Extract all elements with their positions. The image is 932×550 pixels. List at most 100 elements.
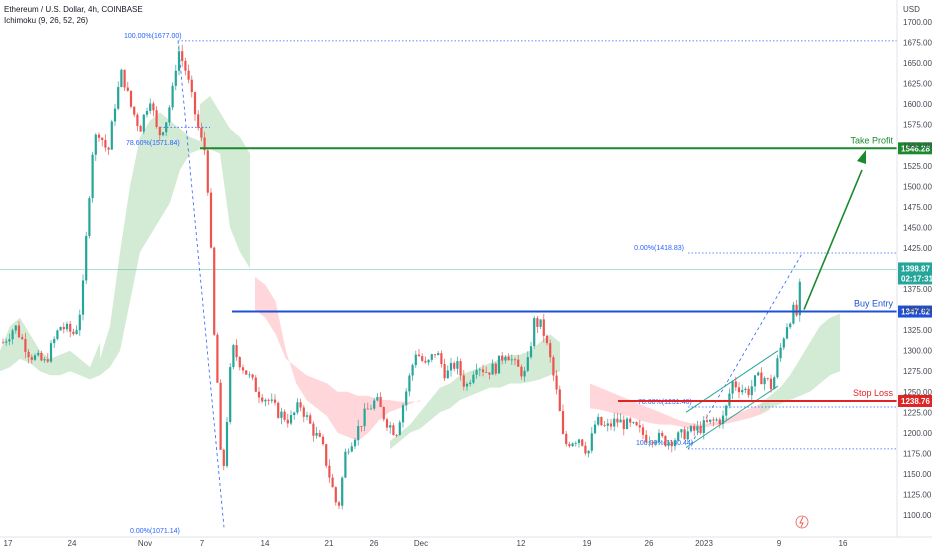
candle [478, 367, 481, 377]
candle [664, 435, 667, 447]
svg-text:1347.62: 1347.62 [901, 308, 930, 317]
candle [133, 106, 136, 118]
candle [85, 231, 88, 285]
candle [296, 398, 299, 415]
candle [168, 104, 171, 126]
candle [709, 419, 712, 425]
candle [376, 393, 379, 402]
candle [187, 64, 190, 84]
symbol-title[interactable]: Ethereum / U.S. Dollar, 4h, COINBASE [4, 5, 143, 14]
candle [49, 340, 53, 364]
candle [491, 359, 494, 375]
candle [357, 419, 360, 446]
candle [177, 45, 181, 76]
candle [747, 385, 750, 398]
candle [475, 363, 478, 379]
candle [696, 420, 699, 436]
price-tick-label: 1675.00 [903, 39, 932, 48]
candle [472, 371, 475, 385]
candle [33, 353, 37, 361]
candle [113, 104, 117, 127]
channel-lower [685, 385, 779, 449]
time-tick-label: 26 [645, 539, 654, 548]
candle [149, 98, 152, 114]
candle [568, 441, 571, 448]
candle [91, 152, 94, 203]
candle [654, 439, 657, 447]
candle [619, 413, 622, 423]
candle [629, 416, 632, 427]
svg-text:02:17:31: 02:17:31 [901, 274, 932, 283]
candle [453, 361, 456, 372]
cloud-segment-0 [0, 317, 100, 380]
fib-label-0: 100.00%(1677.00) [124, 33, 182, 40]
candle [171, 82, 174, 111]
lightning-icon [795, 515, 809, 529]
candle [689, 424, 693, 433]
candle [53, 336, 56, 349]
candle [555, 370, 558, 395]
candle [433, 354, 437, 359]
candle [616, 412, 619, 428]
candle [395, 434, 398, 438]
price-tick-label: 1700.00 [903, 18, 932, 27]
level-label-take-profit: Take Profit [850, 135, 893, 145]
cloud-segment-5 [590, 383, 770, 429]
candle [782, 336, 785, 351]
candle [1, 338, 5, 344]
price-tick-label: 1300.00 [903, 347, 932, 356]
candle [430, 353, 433, 363]
candle [5, 338, 8, 346]
candle [347, 448, 350, 455]
candle [449, 357, 453, 377]
svg-text:1398.87: 1398.87 [901, 264, 930, 273]
price-tick-label: 1425.00 [903, 244, 932, 253]
candle [744, 387, 747, 393]
candlesticks [1, 44, 801, 510]
price-tick-label: 1500.00 [903, 182, 932, 191]
candle [725, 404, 728, 422]
candle [542, 313, 545, 343]
candle [766, 377, 769, 381]
candle [597, 413, 600, 427]
indicator-title[interactable]: Ichimoku (9, 26, 52, 26) [4, 16, 89, 25]
cloud-segment-1 [100, 112, 200, 376]
price-axis[interactable]: USD 1100.00 1125.00 1150.00 1175.00 1200.00 12… [896, 0, 932, 537]
take-profit-arrowhead [857, 150, 866, 164]
candle [353, 437, 357, 450]
chart-legend: Ethereum / U.S. Dollar, 4h, COINBASE Ich… [4, 4, 143, 26]
candle [283, 409, 286, 422]
candle [369, 404, 373, 410]
candle [734, 376, 737, 391]
candle [88, 196, 91, 239]
price-tick-label: 1200.00 [903, 429, 932, 438]
time-axis[interactable]: 17 24 Nov 7 14 21 26 Dec 12 19 26 2023 9 16 [0, 536, 932, 548]
candle [139, 124, 142, 132]
candle [59, 326, 62, 331]
candle [667, 439, 670, 450]
cloud-segment-6 [760, 313, 840, 413]
candle [101, 137, 104, 147]
currency-label: USD [903, 5, 920, 14]
candle [328, 459, 331, 483]
candle [11, 328, 14, 345]
candle [213, 246, 216, 337]
candle [645, 430, 648, 444]
price-tick-label: 1475.00 [903, 203, 932, 212]
candle [405, 388, 408, 412]
take-profit-arrow [803, 169, 863, 310]
candle [648, 436, 651, 447]
candle [366, 402, 369, 410]
candle [145, 107, 149, 118]
candle [43, 356, 46, 363]
candle [312, 421, 315, 442]
time-tick-label: Dec [414, 539, 428, 548]
candle [21, 333, 24, 341]
candle [609, 419, 613, 431]
time-tick-label: 21 [325, 539, 334, 548]
candle [603, 420, 606, 428]
candle [8, 333, 11, 346]
candle [120, 68, 123, 88]
candle [481, 364, 485, 377]
